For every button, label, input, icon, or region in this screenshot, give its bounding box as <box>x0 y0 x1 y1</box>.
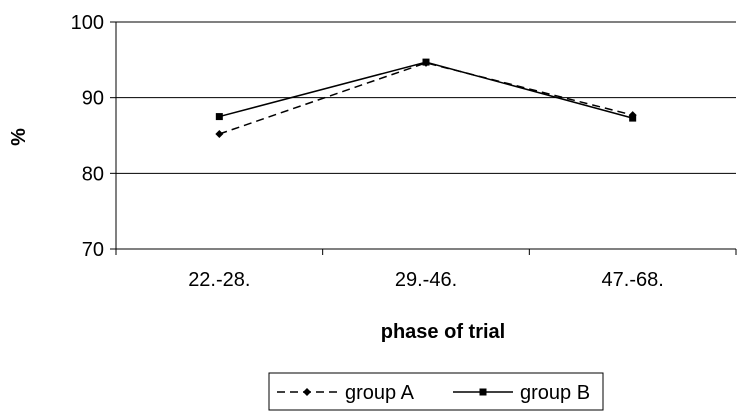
series-1 <box>215 58 637 138</box>
data-point <box>629 114 637 122</box>
y-tick-label: 70 <box>82 239 104 261</box>
x-tick-label: 47.-68. <box>602 269 664 291</box>
legend: group A group B <box>268 372 604 411</box>
data-point <box>422 58 430 66</box>
series-line <box>219 62 633 135</box>
y-tick-label: 90 <box>82 88 104 110</box>
x-tick-label: 22.-28. <box>188 269 250 291</box>
series-2 <box>215 58 637 122</box>
legend-label: group B <box>520 382 590 404</box>
y-axis-ticks: 70 80 90 100 <box>71 12 116 261</box>
y-tick-label: 100 <box>71 12 104 34</box>
legend-item: group A <box>277 382 415 404</box>
legend-marker <box>303 388 311 396</box>
y-tick-label: 80 <box>82 163 104 185</box>
series-line <box>219 61 633 119</box>
legend-label: group A <box>345 382 415 404</box>
series-layer <box>215 58 637 138</box>
x-axis-ticks: 22.-28. 29.-46. 47.-68. <box>115 249 737 291</box>
data-point <box>215 113 223 121</box>
legend-item: group B <box>453 382 590 404</box>
legend-box <box>268 372 604 411</box>
y-axis-title: % <box>8 128 30 146</box>
x-tick-label: 29.-46. <box>395 269 457 291</box>
data-point <box>215 129 224 138</box>
axes <box>115 22 736 250</box>
x-axis-title: phase of trial <box>381 321 505 343</box>
legend-marker <box>479 388 487 396</box>
gridlines <box>116 21 736 174</box>
